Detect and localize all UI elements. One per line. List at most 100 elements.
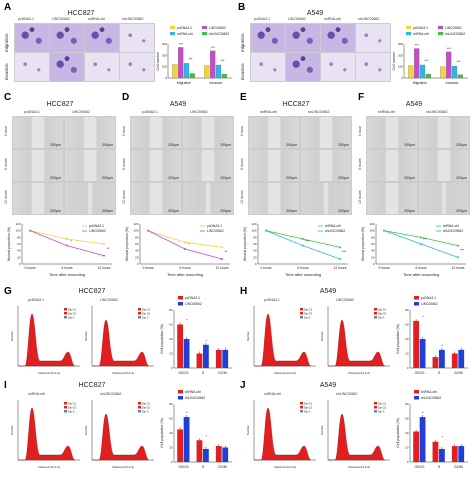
panel-label-b: B [238, 2, 246, 13]
legend-entry: LINC00662 [89, 229, 106, 233]
legend-entry: Dip G2 [378, 311, 387, 315]
legend-entry: pcDNA3.1 [207, 224, 222, 228]
tick-label: 0 [401, 76, 403, 80]
panel-label-e: E [240, 92, 247, 103]
legend-entry: Dip S [68, 315, 75, 319]
chart-d: 0 20 40 60 80 100 120 0 hours 6 hours 12 hours Tim… [125, 222, 230, 277]
col-header: shLINC00662 [336, 392, 358, 396]
category-label: G2/M [454, 465, 463, 469]
legend-entry: Dip G1 [304, 307, 313, 311]
tick-label: 80 [17, 235, 21, 239]
tick-label: 0 [165, 76, 167, 80]
legend-swatch [438, 32, 443, 35]
legend-swatch [300, 308, 303, 311]
tick-label: 0 [255, 262, 257, 266]
bar [183, 63, 190, 79]
y-axis-label: Number [84, 425, 88, 435]
scale-bar-label: 200μm [456, 209, 467, 213]
wound-micrograph: 200μm [64, 182, 116, 215]
tick-label: 120 [133, 222, 138, 226]
col-header: shRNA-ctrl [88, 17, 105, 21]
legend-swatch [202, 26, 207, 29]
wound-micrograph: 200μm [12, 182, 64, 215]
tick-label: 0 [19, 262, 21, 266]
scale-bar-label: 200μm [338, 176, 349, 180]
tick-label: 0 hours [143, 266, 154, 270]
legend-swatch [178, 302, 183, 306]
scale-bar-label: 200μm [168, 143, 179, 147]
tick-label: 40 [405, 431, 409, 435]
micrograph [14, 52, 50, 82]
significance-annotation: *** [423, 238, 428, 242]
legend-swatch [64, 402, 67, 405]
row-label-invasion: invasion [240, 63, 245, 80]
legend-swatch [374, 406, 377, 409]
legend-entry: Dip G2 [142, 311, 151, 315]
legend-swatch [374, 316, 377, 319]
category-label: S [202, 465, 205, 469]
bar [183, 417, 190, 462]
col-header: shRNA-ctrl [264, 392, 281, 396]
y-axis-label: Number [84, 331, 88, 341]
bar [215, 349, 222, 368]
legend-swatch [170, 32, 175, 35]
bar [425, 73, 431, 79]
col-header: LINC00662 [100, 298, 118, 302]
data-point [221, 258, 223, 260]
legend-entry: shRNA-ctrl [443, 224, 459, 228]
series-line [147, 230, 223, 260]
col-header: LINC00662 [336, 298, 354, 302]
significance-annotation: *** [305, 239, 310, 243]
legend-entry: pcDNA3.1 [413, 26, 428, 30]
legend-entry: shRNA-ctrl [185, 390, 201, 394]
category-label: Migration [177, 81, 191, 85]
time-label: 6 hours [122, 158, 126, 170]
s-phase-region [275, 360, 299, 367]
panel-label-j: J [240, 380, 246, 391]
tick-label: 0 [407, 460, 409, 464]
tick-label: 60 [371, 242, 375, 246]
y-axis-label: Cell population (%) [396, 418, 400, 448]
legend-entry: shLINC00662 [421, 396, 441, 400]
panel-label-c: C [4, 92, 12, 103]
s-phase-region [113, 360, 137, 367]
legend-swatch [300, 402, 303, 405]
tick-label: 60 [169, 323, 173, 327]
legend-entry: Dip G1 [304, 401, 313, 405]
tick-label: 20 [135, 255, 139, 259]
tick-label: 20 [371, 255, 375, 259]
micrograph [355, 23, 391, 53]
x-axis-label: Channels (FL2-A) [38, 371, 60, 375]
data-point [103, 243, 105, 245]
legend-entry: Dip S [304, 315, 311, 319]
legend-swatch [438, 26, 443, 29]
tick-label: 12 hours [216, 266, 229, 270]
panel-b-title: A549 [306, 10, 324, 17]
time-label: 12 hours [240, 190, 244, 204]
category-label: Invasion [209, 81, 222, 85]
legend-entry: Dip G2 [68, 311, 77, 315]
data-point [184, 241, 186, 244]
x-axis-label: Channels (FL2-A) [274, 371, 296, 375]
time-label: 0 hour [122, 126, 126, 136]
bar [451, 446, 458, 462]
micrograph [285, 52, 321, 82]
wound-micrograph: 200μm [130, 149, 182, 182]
tick-label: 40 [169, 337, 173, 341]
chart-h: 0 20 40 60 80 Cell population (%) pcDNA3.1 LINC… [396, 296, 468, 375]
wound-micrograph: 200μm [182, 149, 234, 182]
panel-e-title: HCC827 [282, 101, 310, 108]
micrograph [14, 23, 50, 53]
time-label: 6 hours [4, 158, 8, 170]
wound-micrograph: 200μm [130, 116, 182, 149]
y-axis-label: Number [320, 425, 324, 435]
scale-bar-label: 200μm [286, 176, 297, 180]
significance-annotation: * [188, 243, 190, 247]
tick-label: 60 [405, 417, 409, 421]
category-label: S [438, 465, 441, 469]
legend-swatch [64, 316, 67, 319]
category-label: Migration [413, 81, 427, 85]
legend-entry: shLINC00662 [209, 32, 229, 36]
y-axis-label: Number [10, 331, 14, 341]
